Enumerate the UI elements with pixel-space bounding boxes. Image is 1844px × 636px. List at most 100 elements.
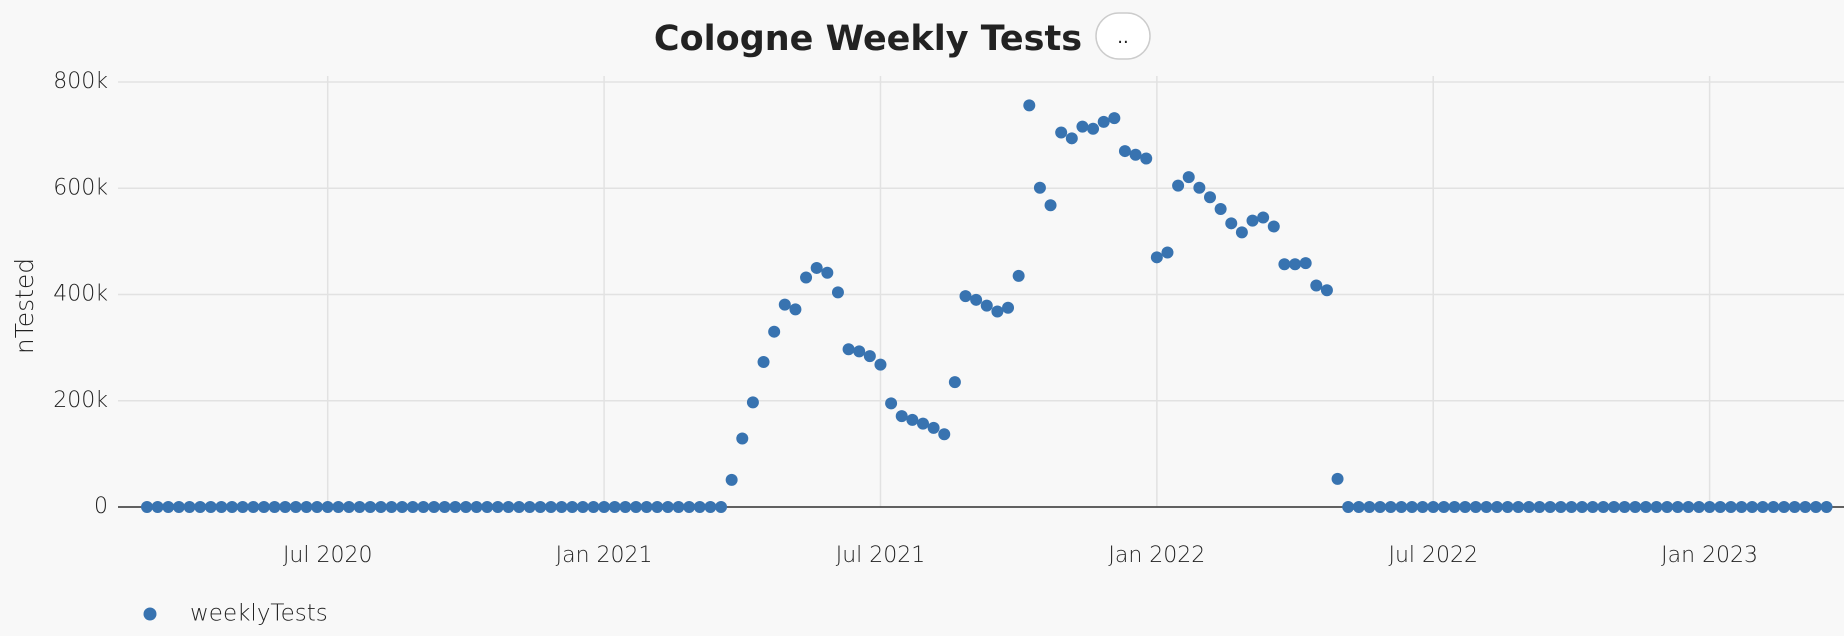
data-point bbox=[342, 501, 355, 513]
data-point bbox=[1182, 171, 1195, 184]
data-point bbox=[1267, 220, 1280, 233]
data-point bbox=[1374, 501, 1387, 513]
data-point bbox=[1172, 179, 1185, 192]
data-point bbox=[459, 501, 472, 513]
y-tick-label: 200k bbox=[53, 388, 108, 413]
data-point bbox=[704, 501, 717, 513]
data-point bbox=[236, 501, 249, 513]
data-point bbox=[821, 266, 834, 279]
data-point bbox=[800, 271, 813, 284]
data-point bbox=[491, 501, 504, 513]
data-point bbox=[715, 501, 728, 513]
data-point bbox=[938, 428, 951, 441]
data-point bbox=[1331, 472, 1344, 485]
data-point bbox=[1246, 214, 1259, 227]
data-point bbox=[1044, 199, 1057, 212]
data-point bbox=[1023, 99, 1036, 112]
data-point bbox=[406, 501, 419, 513]
y-axis-label: nTested bbox=[10, 258, 39, 354]
chart-title: Cologne Weekly Tests bbox=[654, 19, 1082, 59]
data-point bbox=[1289, 258, 1302, 271]
data-point bbox=[1235, 226, 1248, 239]
data-point bbox=[980, 299, 993, 312]
data-point bbox=[959, 290, 972, 303]
data-point bbox=[1703, 501, 1716, 513]
data-point bbox=[257, 501, 270, 513]
menu-button[interactable]: .. bbox=[1095, 12, 1151, 60]
data-point bbox=[1544, 501, 1557, 513]
data-point bbox=[693, 501, 706, 513]
data-point bbox=[1150, 251, 1163, 264]
data-point bbox=[204, 501, 217, 513]
data-point bbox=[513, 501, 526, 513]
data-point bbox=[555, 501, 568, 513]
data-point bbox=[1767, 501, 1780, 513]
data-point bbox=[1225, 217, 1238, 230]
data-point bbox=[1129, 148, 1142, 161]
data-point bbox=[289, 501, 302, 513]
button-label[interactable]: .. bbox=[1117, 27, 1128, 48]
data-point bbox=[215, 501, 228, 513]
data-point bbox=[1278, 258, 1291, 271]
x-tick-label: Jul 2022 bbox=[1388, 543, 1478, 568]
data-point bbox=[353, 501, 366, 513]
data-point bbox=[1480, 501, 1493, 513]
y-tick-label: 600k bbox=[53, 175, 108, 200]
data-point bbox=[194, 501, 207, 513]
data-point bbox=[566, 501, 579, 513]
data-point bbox=[1363, 501, 1376, 513]
data-point bbox=[162, 501, 175, 513]
data-point bbox=[417, 501, 430, 513]
data-point bbox=[1491, 501, 1504, 513]
data-point bbox=[970, 293, 983, 306]
data-point bbox=[1118, 145, 1131, 158]
data-point bbox=[1405, 501, 1418, 513]
button-shape[interactable] bbox=[1095, 12, 1151, 60]
data-point bbox=[1012, 269, 1025, 282]
data-point bbox=[332, 501, 345, 513]
x-tick-label: Jan 2022 bbox=[1108, 543, 1205, 568]
data-point bbox=[428, 501, 441, 513]
data-point bbox=[1639, 501, 1652, 513]
data-point bbox=[1554, 501, 1567, 513]
data-point bbox=[1799, 501, 1812, 513]
data-point bbox=[1597, 501, 1610, 513]
data-point bbox=[1087, 122, 1100, 135]
data-point bbox=[141, 501, 153, 513]
data-point bbox=[598, 501, 611, 513]
data-point bbox=[1533, 501, 1546, 513]
data-point bbox=[1352, 501, 1365, 513]
data-point bbox=[396, 501, 409, 513]
data-point bbox=[619, 501, 632, 513]
data-point bbox=[640, 501, 653, 513]
data-point bbox=[534, 501, 547, 513]
data-point bbox=[1746, 501, 1759, 513]
data-point bbox=[1682, 501, 1695, 513]
data-point bbox=[300, 501, 313, 513]
data-point bbox=[1065, 132, 1078, 145]
data-point bbox=[1193, 181, 1206, 194]
data-point bbox=[629, 501, 642, 513]
data-point bbox=[906, 413, 919, 426]
data-point bbox=[587, 501, 600, 513]
data-point bbox=[1820, 501, 1833, 513]
data-point bbox=[885, 397, 898, 410]
data-point bbox=[1809, 501, 1822, 513]
data-point bbox=[736, 432, 749, 445]
data-point bbox=[1650, 501, 1663, 513]
data-point bbox=[321, 501, 334, 513]
data-point bbox=[544, 501, 557, 513]
data-point bbox=[502, 501, 515, 513]
data-point bbox=[1586, 501, 1599, 513]
data-point bbox=[268, 501, 281, 513]
data-point bbox=[374, 501, 387, 513]
data-point bbox=[948, 376, 961, 389]
data-point bbox=[1522, 501, 1535, 513]
y-tick-label: 0 bbox=[94, 494, 108, 519]
data-point bbox=[1671, 501, 1684, 513]
data-point bbox=[1320, 284, 1333, 297]
data-point bbox=[853, 345, 866, 358]
data-point bbox=[1108, 112, 1121, 125]
data-point bbox=[1161, 246, 1174, 259]
